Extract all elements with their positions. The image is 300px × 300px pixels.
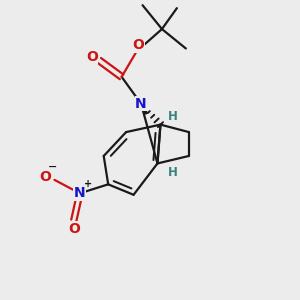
Text: O: O	[86, 50, 98, 64]
Text: +: +	[84, 179, 92, 189]
Text: O: O	[132, 38, 144, 52]
Text: O: O	[68, 222, 80, 236]
Text: −: −	[48, 161, 58, 171]
Text: H: H	[167, 166, 177, 179]
Text: N: N	[135, 97, 147, 111]
Text: N: N	[74, 186, 85, 200]
Text: O: O	[40, 170, 51, 184]
Text: H: H	[168, 110, 178, 123]
